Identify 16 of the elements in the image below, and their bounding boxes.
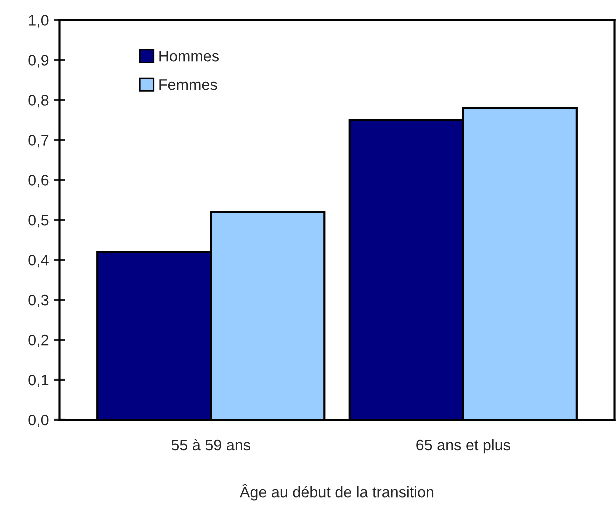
legend-label: Femmes — [160, 80, 218, 90]
x-axis-title: Âge au début de la transition — [240, 484, 434, 501]
x-tick-label: 65 ans et plus — [416, 439, 510, 454]
y-tick-label: 0,6 — [28, 175, 49, 188]
y-tick-label: 0,7 — [28, 135, 49, 148]
y-tick-label: 0,0 — [28, 414, 49, 428]
y-tick-label: 0,1 — [28, 374, 49, 388]
y-tick-label: 1,0 — [29, 15, 49, 28]
y-tick-label: 0,2 — [28, 334, 49, 348]
legend-label: Hommes — [160, 51, 220, 62]
x-tick-label: 55 à 59 ans — [172, 439, 250, 451]
y-tick-label: 0,4 — [28, 254, 49, 268]
y-tick-label: 0,3 — [28, 294, 49, 308]
y-tick-label: 0,8 — [28, 95, 49, 108]
y-tick-label: 0,5 — [28, 214, 49, 228]
y-tick-label: 0,9 — [28, 55, 49, 68]
